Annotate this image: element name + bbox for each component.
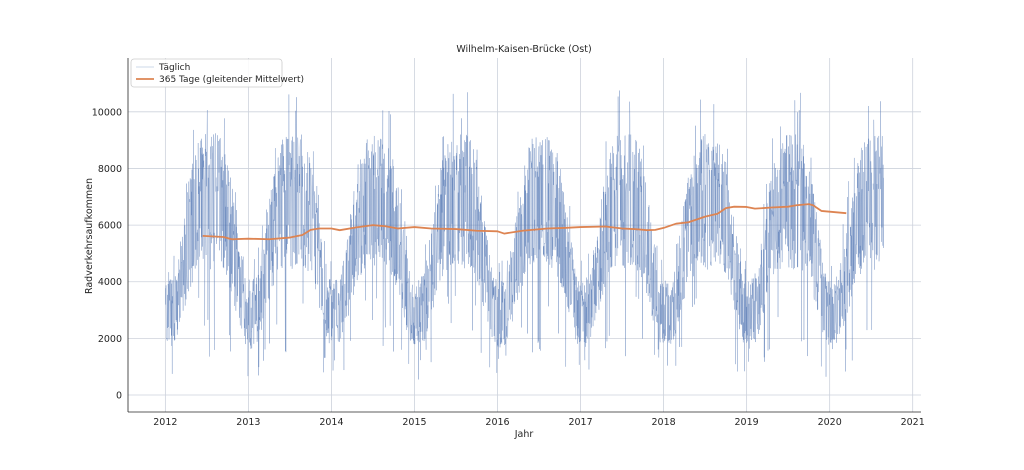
x-tick-label: 2021 [901,417,925,428]
legend-rolling-label: 365 Tage (gleitender Mittelwert) [159,75,304,85]
tick-labels: 2012 2013 2014 2015 2016 2017 2018 2019 2020 2021… [92,107,925,428]
y-axis-label: Radverkehrsaufkommen [84,178,95,294]
y-tick-label: 4000 [98,277,122,288]
rolling-series [202,203,847,241]
x-tick-label: 2012 [153,417,177,428]
x-tick-label: 2019 [735,417,759,428]
daily-line [165,90,884,380]
x-tick-label: 2013 [236,417,260,428]
y-tick-label: 0 [116,391,122,402]
rolling-mean-line [202,203,847,241]
daily-series [165,90,884,380]
x-tick-label: 2014 [319,417,343,428]
y-tick-label: 10000 [92,107,122,118]
legend-daily-label: Täglich [158,63,190,73]
x-tick-label: 2018 [651,417,675,428]
x-tick-label: 2020 [818,417,842,428]
axes [127,58,921,413]
x-tick-label: 2015 [402,417,426,428]
x-tick-label: 2017 [568,417,592,428]
y-tick-label: 6000 [98,221,122,232]
y-tick-label: 2000 [98,334,122,345]
x-axis-label: Jahr [514,429,534,440]
legend-box [130,58,283,88]
legend: Täglich 365 Tage (gleitender Mittelwert) [130,58,304,88]
x-tick-label: 2016 [485,417,509,428]
y-tick-label: 8000 [98,164,122,175]
chart-title: Wilhelm-Kaisen-Brücke (Ost) [456,44,591,55]
